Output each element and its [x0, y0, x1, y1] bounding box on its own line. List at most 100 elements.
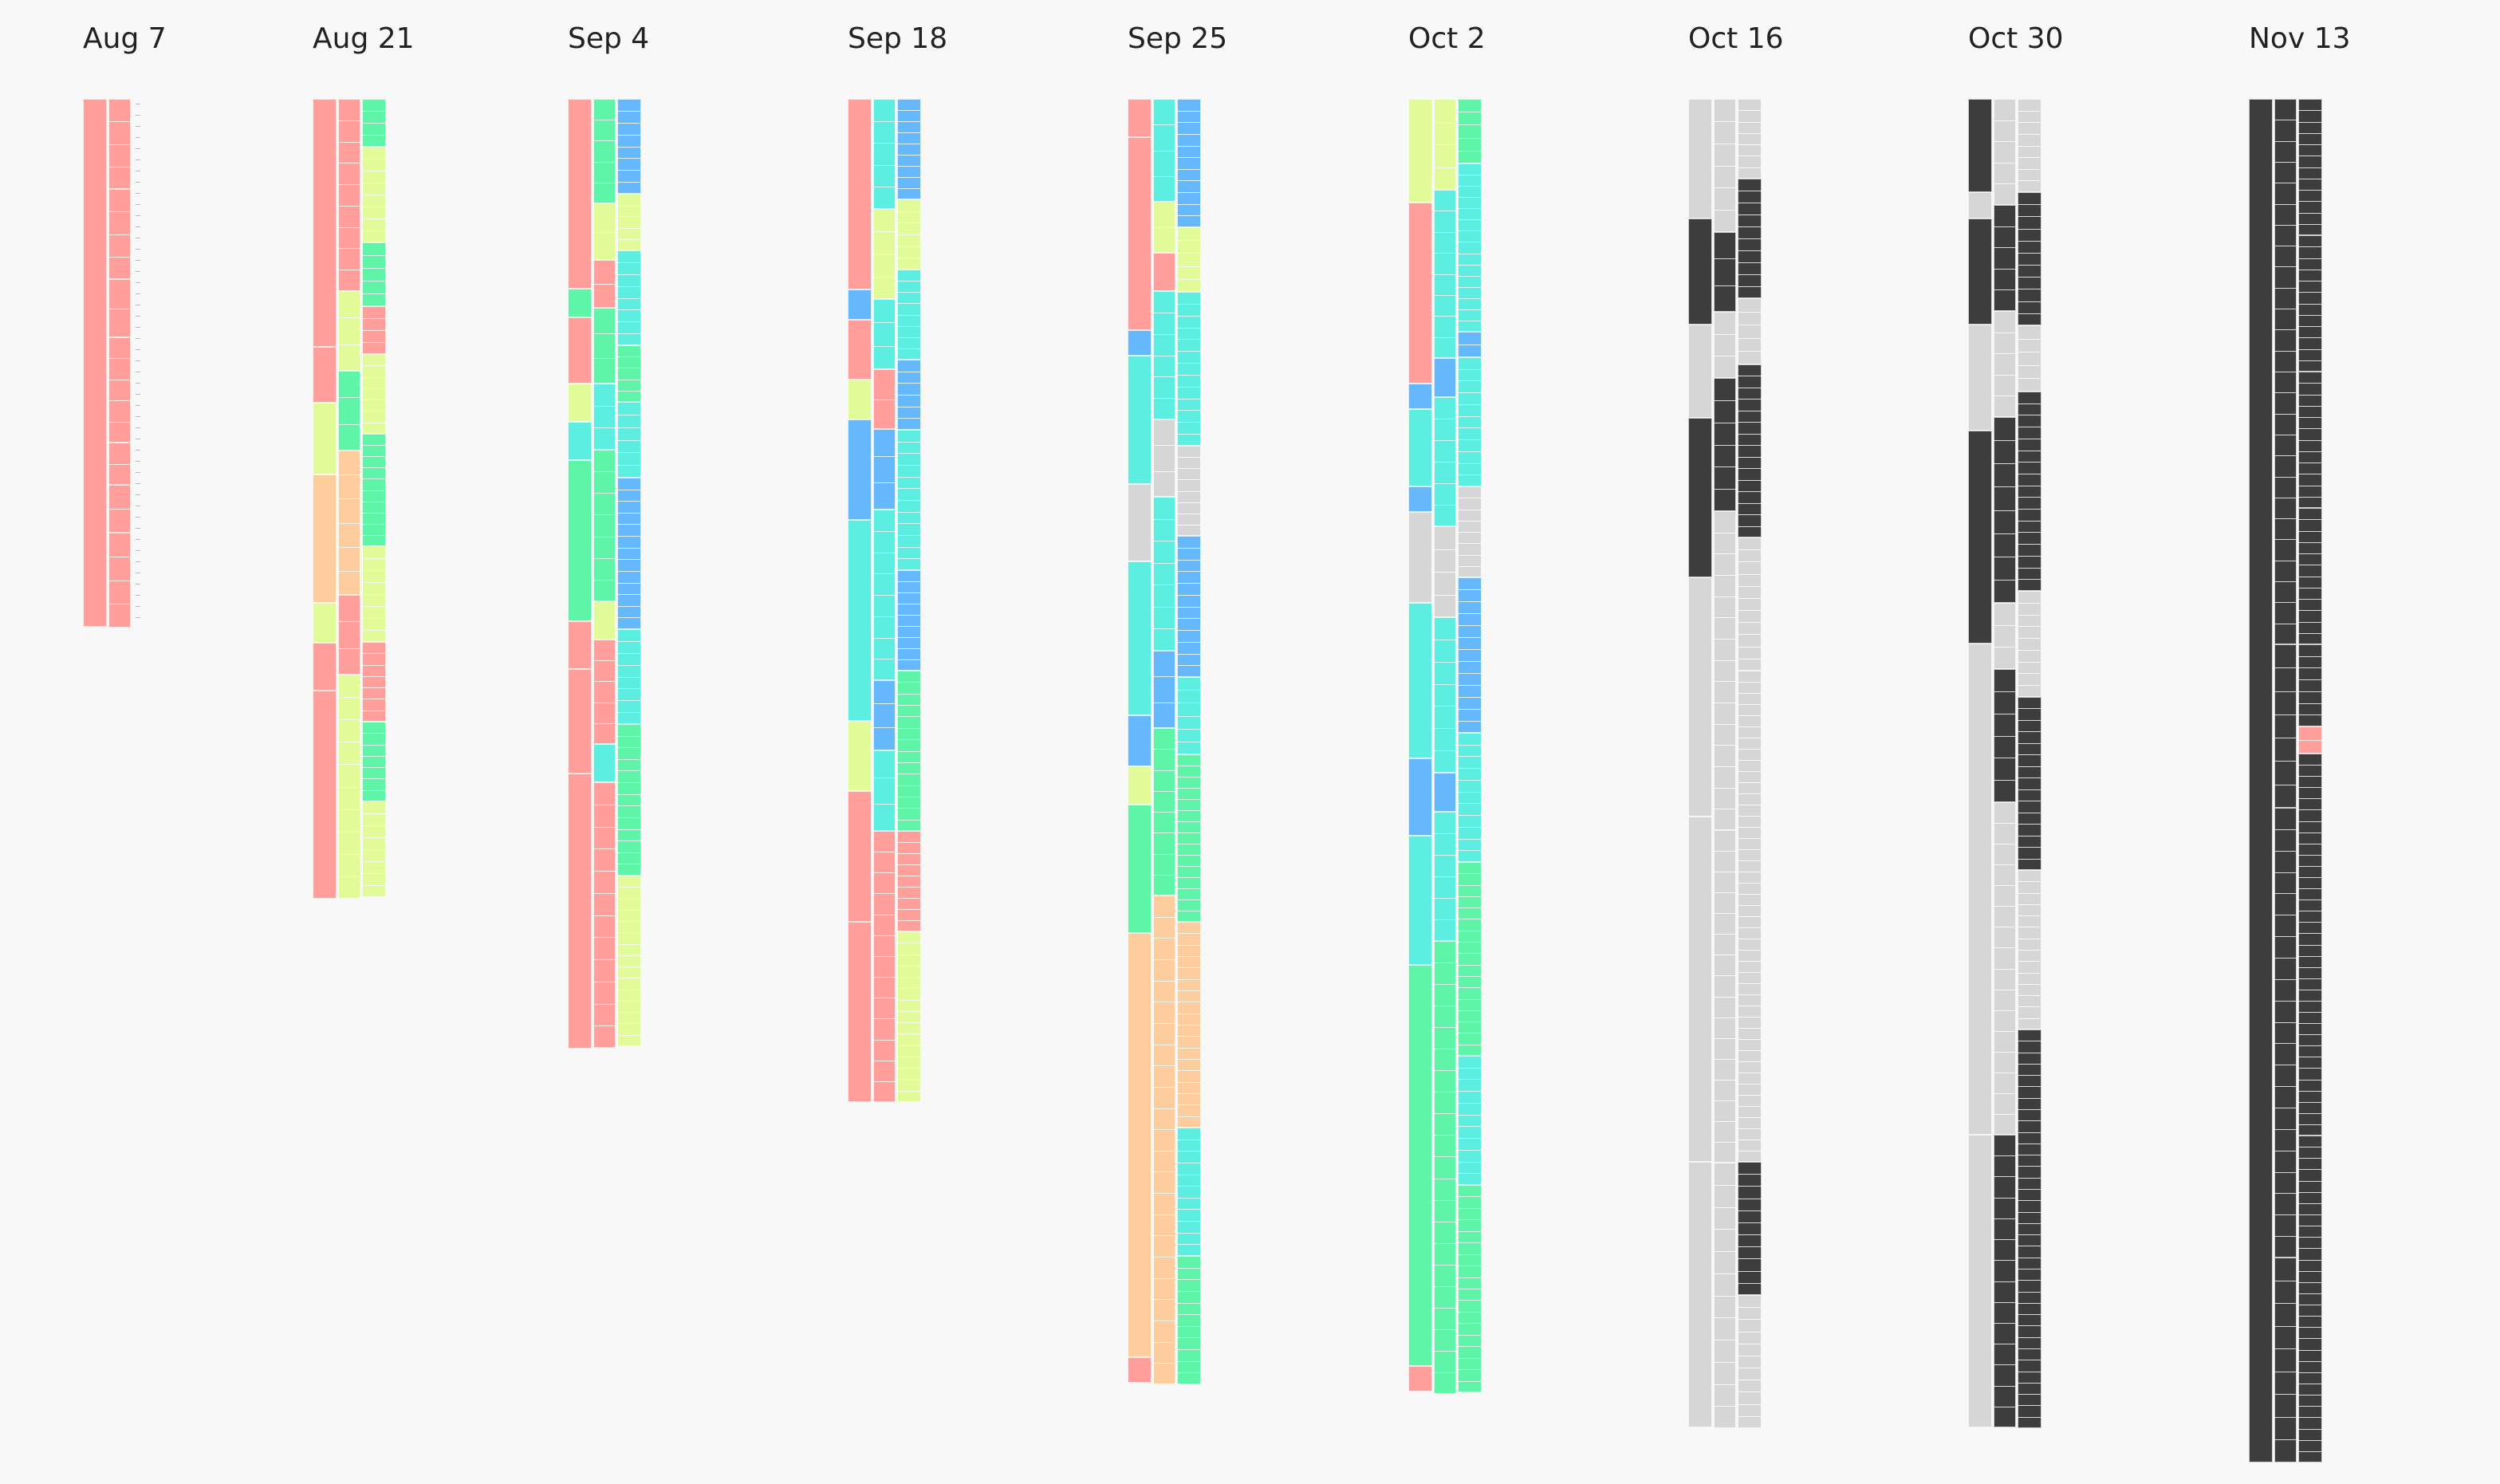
node-divider [617, 216, 641, 217]
node-divider [2298, 1080, 2322, 1081]
node-divider [1458, 451, 1482, 452]
node-divider [1994, 1323, 2016, 1324]
node-divider [2298, 1023, 2322, 1024]
node-divider [2018, 731, 2041, 732]
node-divider [1458, 815, 1482, 816]
node-divider [873, 1040, 896, 1041]
node-divider [1434, 876, 1456, 877]
leaf-marker [136, 517, 140, 518]
node-divider [1177, 1082, 1201, 1083]
node-divider [1458, 709, 1482, 710]
node-divider [873, 346, 896, 347]
node-divider [362, 745, 386, 746]
page-node-level-2 [1994, 99, 2016, 205]
node-divider [2298, 1361, 2322, 1362]
node-divider [2274, 1348, 2297, 1349]
node-divider [362, 606, 386, 607]
node-divider [1738, 622, 1762, 623]
node-divider [1458, 987, 1482, 988]
page-node-level-3 [897, 99, 921, 199]
node-divider [2298, 1102, 2322, 1103]
node-divider [2018, 961, 2041, 962]
node-divider [897, 648, 921, 649]
node-divider [1434, 1308, 1456, 1309]
page-node-level-2 [1994, 603, 2016, 669]
node-divider [1434, 316, 1456, 317]
node-divider [1458, 756, 1482, 757]
node-divider [2018, 216, 2041, 217]
node-divider [1177, 1372, 1201, 1373]
node-divider [1153, 959, 1175, 960]
node-divider [897, 637, 921, 638]
node-divider [617, 1035, 641, 1036]
node-divider [2018, 1314, 2041, 1315]
node-divider [1434, 1135, 1456, 1136]
node-divider [617, 665, 641, 666]
node-divider [1994, 1218, 2016, 1219]
snapshot-date: Nov 13 [2249, 22, 2351, 55]
node-divider [1714, 596, 1736, 597]
node-divider [1994, 1052, 2016, 1053]
node-divider [1177, 502, 1201, 503]
node-divider [897, 395, 921, 396]
node-divider [1738, 1128, 1762, 1129]
node-divider [1153, 1235, 1175, 1236]
snapshot-date: Aug 7 [83, 22, 167, 55]
node-divider [1177, 491, 1201, 492]
node-divider [1177, 387, 1201, 388]
node-divider [1738, 238, 1762, 239]
node-divider [1458, 298, 1482, 299]
node-divider [897, 887, 921, 888]
node-divider [873, 531, 896, 532]
node-divider [1994, 947, 2016, 948]
node-divider [1738, 994, 1762, 995]
snapshot-oct-16: Oct 16 [1688, 0, 1927, 1484]
node-divider [1458, 380, 1482, 381]
node-divider [617, 427, 641, 428]
node-divider [2298, 155, 2322, 156]
node-divider [2298, 798, 2322, 799]
page-node-level-3 [2298, 644, 2322, 726]
node-divider [873, 143, 896, 144]
page-node-level-2 [338, 99, 360, 291]
page-node-level-3 [1177, 99, 1201, 227]
node-divider [2018, 180, 2041, 181]
node-divider [897, 292, 921, 293]
node-divider [617, 391, 641, 392]
page-node-level-3 [2018, 99, 2041, 192]
node-divider [2274, 1193, 2297, 1194]
node-divider [593, 427, 616, 428]
node-divider [2018, 662, 2041, 663]
leaf-marker [136, 360, 140, 361]
page-node-level-2 [873, 369, 896, 429]
node-divider [1458, 369, 1482, 370]
node-divider [338, 206, 360, 207]
page-node-level-1 [1128, 561, 1152, 715]
page-node-level-1 [313, 691, 337, 899]
page-node-level-3 [1177, 292, 1201, 446]
node-divider [1153, 376, 1175, 377]
node-divider [2018, 1223, 2041, 1224]
node-divider [1738, 827, 1762, 828]
node-divider [1153, 471, 1175, 472]
node-divider [1738, 1039, 1762, 1040]
node-divider [1458, 439, 1482, 440]
page-node-level-3 [1738, 537, 1762, 671]
node-divider [1714, 913, 1736, 914]
node-divider [1994, 1198, 2016, 1199]
node-divider [1153, 124, 1175, 125]
node-divider [1714, 660, 1736, 661]
node-divider [362, 873, 386, 874]
node-divider [362, 849, 386, 850]
node-divider [1434, 253, 1456, 254]
node-divider [1738, 422, 1762, 423]
node-divider [897, 808, 921, 809]
node-divider [2274, 539, 2297, 540]
node-divider [2018, 685, 2041, 686]
node-divider [1177, 1268, 1201, 1269]
leaf-marker [136, 561, 140, 562]
node-divider [1458, 1068, 1482, 1069]
node-divider [1994, 1364, 2016, 1365]
leaf-marker [136, 405, 140, 406]
page-node-level-1 [1128, 1357, 1152, 1383]
